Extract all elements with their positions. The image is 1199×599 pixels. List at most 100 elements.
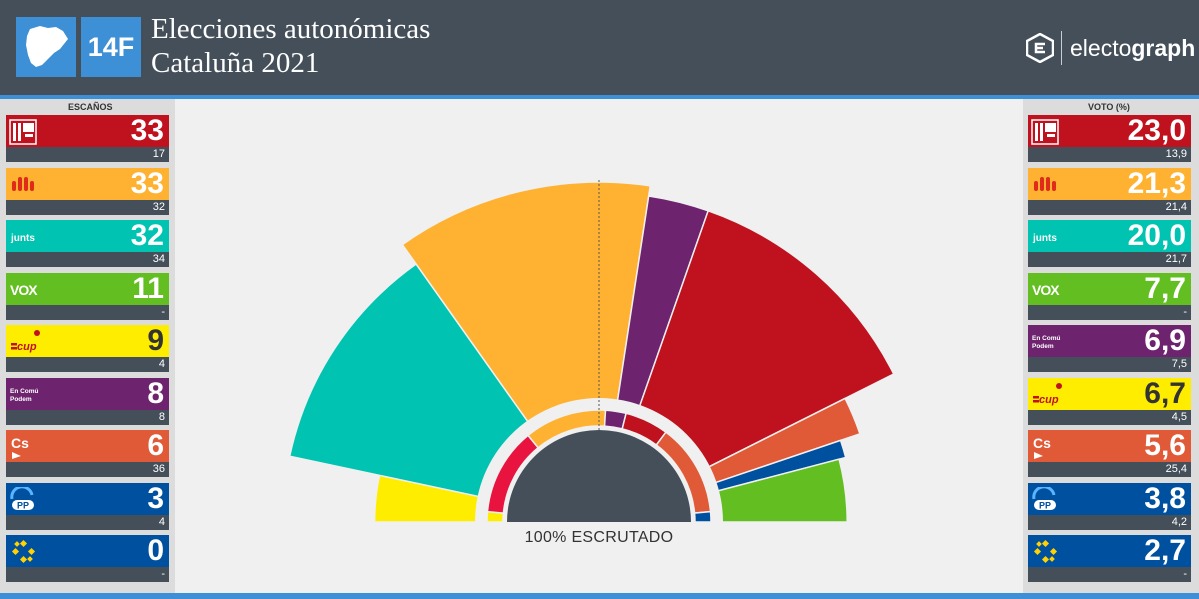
party-bar-junts: junts 20,0 <box>1028 219 1191 252</box>
party-bar-cs: Cs 5,6 <box>1028 429 1191 462</box>
pp-logo-icon: PP <box>9 484 45 511</box>
pp-logo-icon: PP <box>1031 484 1067 511</box>
party-row-erc: 21,3 21,4 <box>1028 167 1191 216</box>
hemicycle-chart-panel: 100% ESCRUTADO <box>175 99 1023 593</box>
comuns-logo-icon: En Comú Podem <box>9 382 45 406</box>
svg-text:cup: cup <box>1039 394 1059 406</box>
party-vote-value: 2,7 <box>1144 534 1186 567</box>
catalonia-map-icon <box>16 17 76 77</box>
previous-result-bar: 8 <box>6 409 169 425</box>
party-seats-value: 3 <box>147 481 164 515</box>
junts-logo-icon: junts <box>1031 224 1067 248</box>
party-seats-value: 6 <box>147 429 164 462</box>
previous-result-bar: 4 <box>6 514 169 530</box>
party-row-psc: 23,0 13,9 <box>1028 114 1191 163</box>
previous-vote-value: - <box>1183 305 1187 318</box>
svg-text:Podem: Podem <box>10 396 32 403</box>
party-row-cup: cup 6,7 4,5 <box>1028 377 1191 426</box>
previous-seats-value: 17 <box>152 148 165 160</box>
previous-vote-value: 21,7 <box>1165 253 1187 265</box>
comuns-logo-icon: En Comú Podem <box>1031 329 1067 353</box>
previous-vote-value: - <box>1183 568 1187 580</box>
previous-result-bar: - <box>1028 567 1191 582</box>
seats-panel-heading: ESCAÑOS <box>68 102 113 112</box>
brand-text-light: electo <box>1070 34 1132 61</box>
party-row-pdecat: 2,7- <box>1028 534 1191 583</box>
previous-result-bar: 34 <box>6 252 169 267</box>
party-vote-value: 5,6 <box>1144 429 1186 462</box>
party-bar-vox: VOX 11 <box>6 271 169 305</box>
svg-text:En Comú: En Comú <box>10 388 39 395</box>
cs-logo-icon: Cs <box>9 434 45 459</box>
party-bar-psc: 23,0 <box>1028 114 1191 147</box>
cup-logo-icon: cup <box>9 329 45 353</box>
brand-logo: electo graph <box>1026 29 1195 67</box>
party-seats-value: 11 <box>132 271 164 305</box>
svg-text:Cs: Cs <box>1033 435 1051 451</box>
party-bar-cup: cup 9 <box>6 324 169 357</box>
party-seats-value: 33 <box>130 166 164 200</box>
votes-panel-heading: VOTO (%) <box>1088 102 1130 112</box>
previous-result-bar: 4,5 <box>1028 409 1191 425</box>
party-seats-value: 8 <box>147 376 164 410</box>
party-row-junts: junts 32 34 <box>6 219 169 268</box>
party-seats-value: 0 <box>147 534 164 567</box>
previous-vote-value: 13,9 <box>1165 148 1187 160</box>
party-bar-erc: 33 <box>6 166 169 200</box>
party-bar-pp: PP 3 <box>6 481 169 515</box>
bottom-accent-line <box>0 593 1199 599</box>
page-title: Elecciones autonómicas Cataluña 2021 <box>151 12 430 80</box>
previous-vote-value: 4,2 <box>1171 515 1187 528</box>
previous-result-bar: 4,2 <box>1028 514 1191 530</box>
party-bar-pp: PP 3,8 <box>1028 482 1191 515</box>
party-row-psc: 33 17 <box>6 114 169 163</box>
previous-result-bar: 36 <box>6 462 169 477</box>
seats-panel: ESCAÑOS 33 17 33 32 junts 32 34 VOX 11- cup 9 4 En C… <box>0 99 175 593</box>
erc-logo-icon <box>1031 172 1067 196</box>
cs-logo-icon: Cs <box>1031 434 1067 459</box>
svg-text:junts: junts <box>1032 233 1057 244</box>
party-row-erc: 33 32 <box>6 166 169 216</box>
previous-vote-value: 4,5 <box>1171 410 1187 423</box>
previous-seats-value: 4 <box>158 515 165 528</box>
party-vote-value: 7,7 <box>1144 271 1186 305</box>
previous-result-bar: - <box>6 567 169 582</box>
junts-logo-icon: junts <box>9 224 45 248</box>
previous-seats-value: 36 <box>152 463 165 475</box>
previous-result-bar: 32 <box>6 199 169 215</box>
previous-seats-value: 4 <box>158 358 165 370</box>
party-row-pp: PP 3 4 <box>6 481 169 531</box>
psc-logo-icon <box>9 119 45 145</box>
previous-result-bar: 17 <box>6 147 169 162</box>
cup-logo-icon: cup <box>1031 382 1067 406</box>
brand-separator <box>1061 31 1062 65</box>
title-line-1: Elecciones autonómicas <box>151 13 431 45</box>
previous-result-bar: - <box>6 304 169 320</box>
previous-seats-value: 32 <box>152 200 165 213</box>
party-seats-value: 33 <box>130 114 164 147</box>
svg-text:cup: cup <box>17 341 37 353</box>
previous-vote-value: 25,4 <box>1165 463 1187 475</box>
party-vote-value: 23,0 <box>1127 114 1186 147</box>
svg-text:Podem: Podem <box>1032 343 1054 350</box>
votes-panel: VOTO (%) 23,0 13,9 21,3 21,4 junts 20,0 21,7 VO… <box>1023 99 1199 593</box>
party-row-cs: Cs 5,6 25,4 <box>1028 429 1191 478</box>
party-bar-psc: 33 <box>6 114 169 147</box>
party-row-junts: junts 20,0 21,7 <box>1028 219 1191 268</box>
party-bar-erc: 21,3 <box>1028 167 1191 200</box>
psc-logo-icon <box>1031 119 1067 145</box>
svg-text:PP: PP <box>1039 500 1051 510</box>
svg-text:VOX: VOX <box>10 282 38 298</box>
scrutiny-label: 100% ESCRUTADO <box>524 529 674 546</box>
svg-text:PP: PP <box>17 500 29 510</box>
title-line-2: Cataluña 2021 <box>151 47 320 79</box>
previous-result-bar: 13,9 <box>1028 147 1191 162</box>
party-bar-cup: cup 6,7 <box>1028 377 1191 410</box>
party-bar-pdecat: 2,7 <box>1028 534 1191 567</box>
party-row-comuns: En Comú Podem 8 8 <box>6 376 169 426</box>
hemicycle-chart <box>288 180 895 523</box>
party-seats-value: 32 <box>130 219 164 252</box>
svg-text:Cs: Cs <box>11 435 29 451</box>
party-bar-vox: VOX 7,7 <box>1028 271 1191 305</box>
svg-text:VOX: VOX <box>1032 282 1060 298</box>
